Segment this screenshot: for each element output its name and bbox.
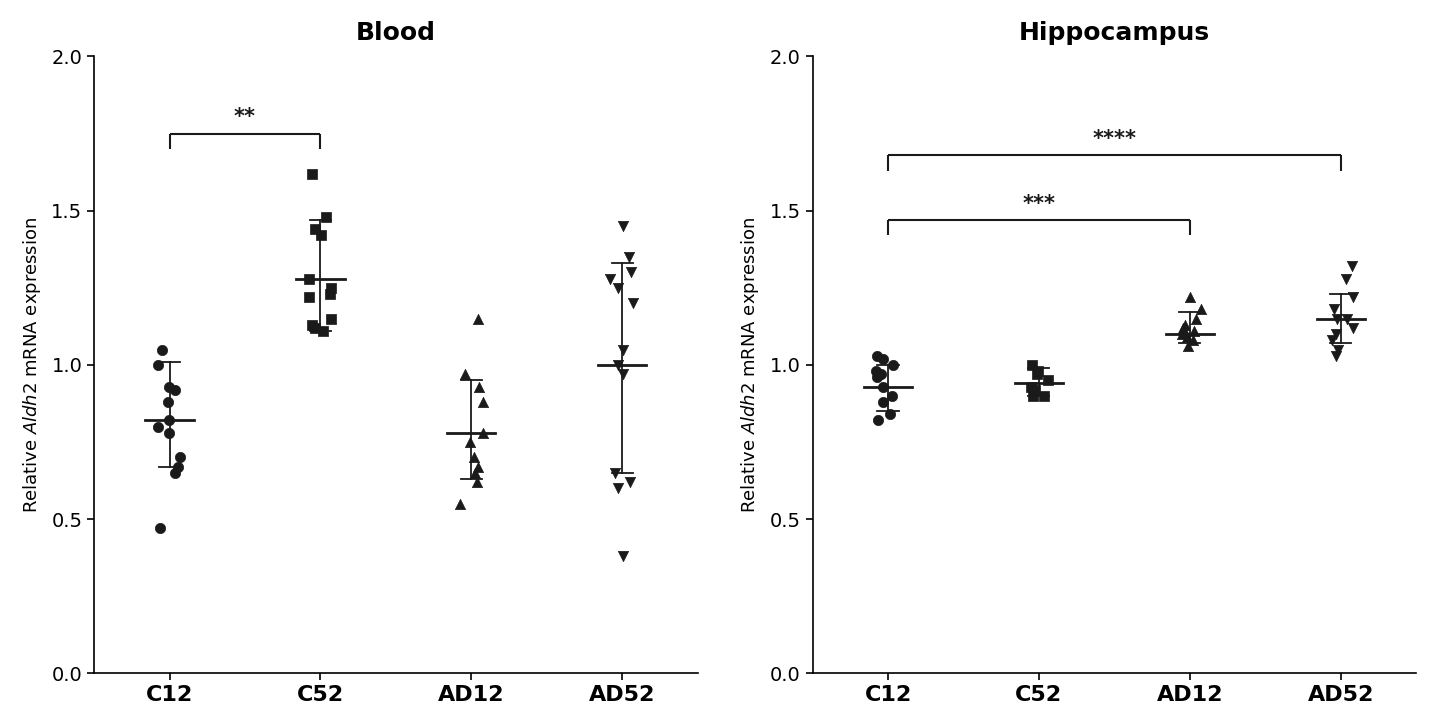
Point <box>1321 335 1344 346</box>
Point <box>458 436 481 448</box>
Point <box>147 359 170 371</box>
Point <box>158 415 181 426</box>
Y-axis label: Relative $\it{Aldh2}$ mRNA expression: Relative $\it{Aldh2}$ mRNA expression <box>739 217 762 513</box>
Point <box>167 461 190 473</box>
Point <box>297 291 320 303</box>
Y-axis label: Relative $\it{Aldh2}$ mRNA expression: Relative $\it{Aldh2}$ mRNA expression <box>20 217 43 513</box>
Point <box>1175 331 1198 343</box>
Point <box>1341 291 1364 303</box>
Point <box>618 251 641 263</box>
Point <box>1326 313 1349 325</box>
Point <box>1183 325 1206 337</box>
Point <box>611 220 634 232</box>
Point <box>471 396 494 408</box>
Point <box>463 467 486 478</box>
Point <box>872 396 895 408</box>
Point <box>869 368 892 380</box>
Point <box>1325 328 1348 340</box>
Title: Blood: Blood <box>356 21 435 45</box>
Point <box>157 396 180 408</box>
Point <box>1019 380 1042 392</box>
Point <box>1177 340 1200 352</box>
Point <box>454 368 477 380</box>
Point <box>1020 359 1043 371</box>
Point <box>606 483 629 494</box>
Point <box>312 325 335 337</box>
Point <box>612 550 635 562</box>
Point <box>872 380 895 392</box>
Point <box>1026 368 1049 380</box>
Point <box>882 359 905 371</box>
Point <box>467 461 490 473</box>
Point <box>1190 303 1213 315</box>
Text: ****: **** <box>1092 129 1137 149</box>
Point <box>1022 390 1045 401</box>
Point <box>604 467 627 478</box>
Point <box>865 372 888 383</box>
Point <box>319 282 342 293</box>
Point <box>300 168 323 179</box>
Point <box>1173 319 1196 330</box>
Point <box>612 368 635 380</box>
Point <box>611 343 634 355</box>
Point <box>1334 273 1357 285</box>
Text: **: ** <box>234 107 256 128</box>
Point <box>1032 390 1055 401</box>
Point <box>157 380 180 392</box>
Point <box>463 452 486 463</box>
Point <box>148 523 171 534</box>
Point <box>867 415 890 426</box>
Point <box>1170 328 1193 340</box>
Point <box>471 427 494 439</box>
Point <box>158 427 181 439</box>
Title: Hippocampus: Hippocampus <box>1019 21 1210 45</box>
Point <box>315 211 338 223</box>
Point <box>622 298 645 309</box>
Point <box>320 313 343 325</box>
Point <box>606 282 629 293</box>
Point <box>300 319 323 330</box>
Text: ***: *** <box>1023 194 1055 213</box>
Point <box>1027 365 1050 377</box>
Point <box>881 390 904 401</box>
Point <box>319 288 342 300</box>
Point <box>448 498 471 510</box>
Point <box>1036 375 1059 386</box>
Point <box>310 229 333 241</box>
Point <box>164 384 187 396</box>
Point <box>467 380 490 392</box>
Point <box>297 273 320 285</box>
Point <box>599 273 622 285</box>
Point <box>303 224 326 235</box>
Point <box>1184 313 1207 325</box>
Point <box>1178 291 1201 303</box>
Point <box>1335 313 1358 325</box>
Point <box>865 365 888 377</box>
Point <box>1341 322 1364 334</box>
Point <box>1181 335 1204 346</box>
Point <box>606 359 629 371</box>
Point <box>865 350 888 362</box>
Point <box>1322 303 1345 315</box>
Point <box>618 476 641 488</box>
Point <box>467 313 490 325</box>
Point <box>1023 384 1046 396</box>
Point <box>168 452 191 463</box>
Point <box>1171 322 1194 334</box>
Point <box>1325 350 1348 362</box>
Point <box>1341 261 1364 272</box>
Point <box>303 322 326 334</box>
Point <box>878 409 901 420</box>
Point <box>164 467 187 478</box>
Point <box>151 343 174 355</box>
Point <box>619 266 642 278</box>
Point <box>871 353 894 364</box>
Point <box>1326 343 1349 355</box>
Point <box>466 476 489 488</box>
Point <box>147 421 170 433</box>
